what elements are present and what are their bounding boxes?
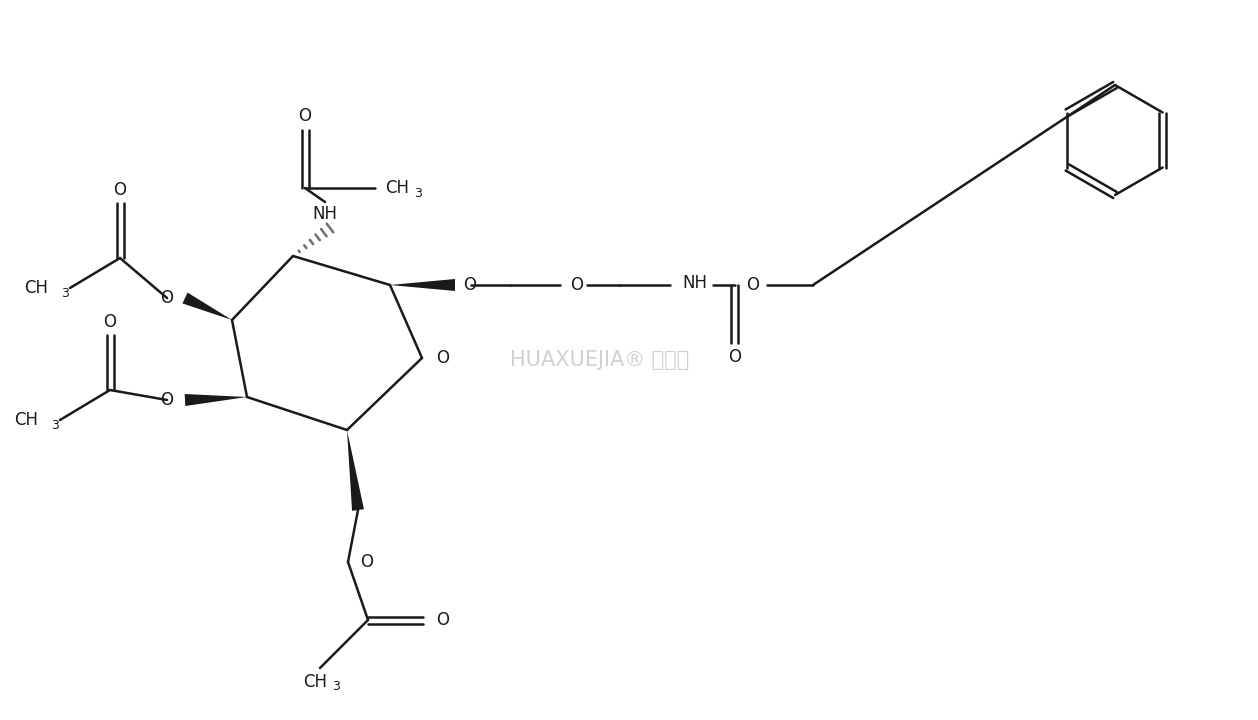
Text: CH: CH (24, 279, 48, 297)
Text: O: O (160, 289, 174, 307)
Text: O: O (463, 276, 476, 294)
Text: O: O (570, 276, 584, 294)
Text: CH: CH (303, 673, 327, 691)
Text: 3: 3 (62, 287, 69, 300)
Text: 3: 3 (332, 680, 340, 693)
Text: O: O (746, 276, 760, 294)
Text: 3: 3 (414, 186, 421, 199)
Text: O: O (437, 349, 449, 367)
Text: NH: NH (312, 205, 337, 223)
Polygon shape (185, 394, 247, 406)
Polygon shape (182, 292, 231, 320)
Text: CH: CH (14, 411, 38, 429)
Text: 3: 3 (52, 418, 59, 431)
Polygon shape (390, 279, 455, 291)
Text: O: O (298, 107, 312, 125)
Text: HUAXUEJIA® 化学加: HUAXUEJIA® 化学加 (511, 350, 689, 370)
Polygon shape (347, 430, 364, 510)
Text: O: O (360, 553, 374, 571)
Text: NH: NH (683, 274, 707, 292)
Text: O: O (437, 611, 449, 629)
Text: O: O (103, 313, 117, 331)
Text: CH: CH (385, 179, 409, 197)
Text: O: O (728, 348, 741, 366)
Text: O: O (113, 181, 127, 199)
Text: O: O (160, 391, 174, 409)
